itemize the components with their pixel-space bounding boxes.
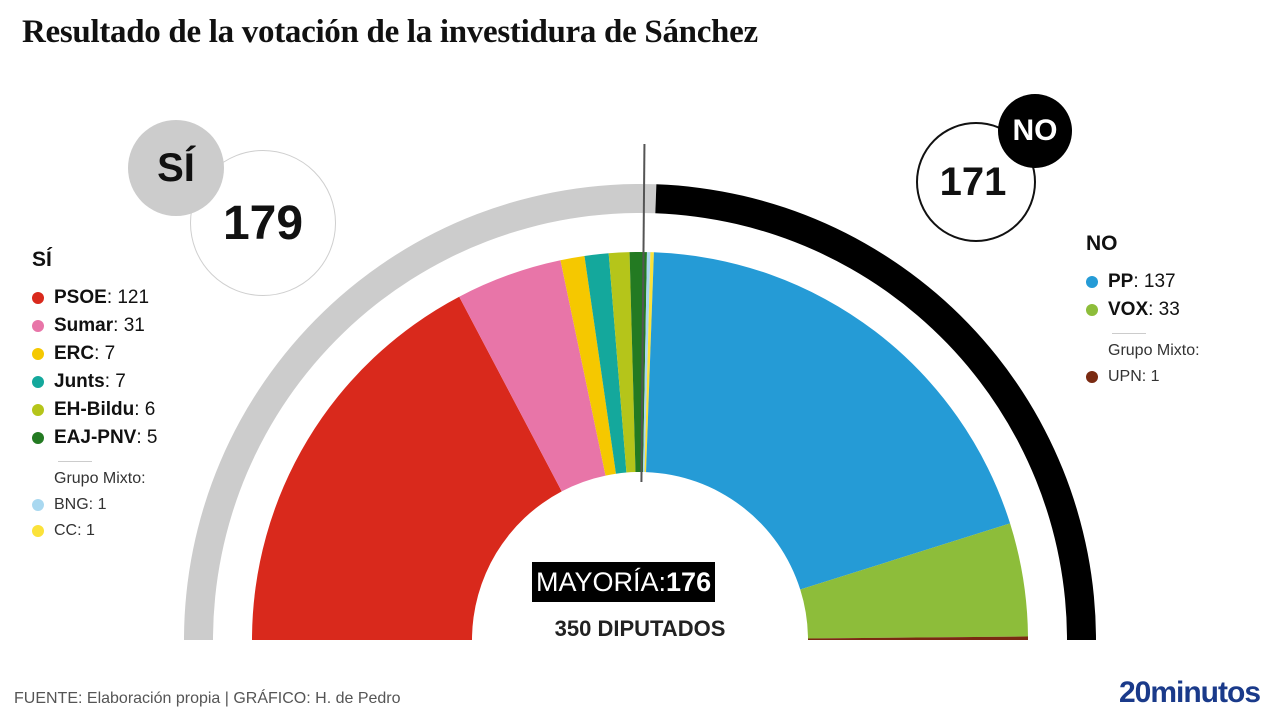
majority-label: MAYORÍA:176	[532, 562, 716, 602]
legend-dot-icon	[32, 499, 44, 511]
slice-erc	[560, 255, 616, 476]
legend-dot-icon	[1086, 371, 1098, 383]
legend-dot-icon	[1086, 304, 1098, 316]
legend-item-eh-bildu: EH-Bildu: 6	[32, 396, 157, 424]
legend-party-seats: : 5	[136, 427, 158, 448]
legend-party-name: ERC	[54, 343, 95, 364]
legend-divider	[58, 461, 92, 462]
legend-party-name: Junts	[54, 371, 105, 392]
legend-party-name: PP	[1108, 271, 1134, 292]
legend-si: SÍ PSOE: 121 Sumar: 31 ERC: 7 Junts: 7 EH-Bi…	[32, 246, 157, 544]
no-total-badge: 171	[916, 122, 1036, 242]
brand-logo: 20minutos	[1118, 676, 1261, 709]
legend-party-seats: : 6	[134, 399, 156, 420]
legend-party-name: VOX	[1108, 299, 1149, 320]
si-total-value: 179	[222, 196, 304, 250]
legend-party-seats: : 121	[106, 287, 150, 308]
slice-sumar	[459, 260, 606, 492]
slice-cc	[644, 252, 654, 473]
side-arc-si	[184, 184, 657, 640]
legend-no-mixto-label: Grupo Mixto:	[1108, 342, 1200, 359]
side-arc-no	[655, 184, 1096, 640]
legend-party-seats: : 1	[88, 496, 107, 513]
legend-item-bng: BNG: 1	[32, 492, 157, 518]
total-seats-label: 350 DIPUTADOS	[554, 616, 726, 641]
legend-item-psoe: PSOE: 121	[32, 284, 157, 312]
slice-pp	[646, 252, 1011, 590]
slice-upn	[807, 636, 1028, 640]
legend-dot-icon	[32, 348, 44, 360]
legend-item-eaj-pnv: EAJ-PNV: 5	[32, 424, 157, 452]
no-total-value: 171	[939, 159, 1007, 204]
legend-party-name: Sumar	[54, 315, 114, 336]
legend-item-upn: UPN: 1	[1086, 364, 1200, 390]
legend-dot-icon	[32, 525, 44, 537]
legend-dot-icon	[32, 376, 44, 388]
majority-value: 176	[666, 567, 712, 597]
slice-psoe	[252, 296, 562, 640]
slice-bng	[643, 252, 651, 473]
legend-no-heading: NO	[1086, 232, 1118, 255]
legend-party-seats: : 137	[1133, 271, 1176, 292]
legend-si-mixto-label: Grupo Mixto:	[54, 470, 146, 487]
vote-side-arcs	[184, 184, 1096, 640]
slice-junts	[584, 253, 627, 474]
legend-dot-icon	[32, 404, 44, 416]
legend-party-name: BNG	[54, 496, 89, 513]
legend-item-erc: ERC: 7	[32, 340, 157, 368]
slice-vox	[800, 523, 1028, 639]
legend-party-name: EAJ-PNV	[54, 427, 137, 448]
legend-dot-icon	[32, 320, 44, 332]
legend-dot-icon	[32, 292, 44, 304]
majority-text: MAYORÍA:	[536, 567, 667, 597]
majority-line	[640, 144, 646, 483]
legend-dot-icon	[1086, 276, 1098, 288]
legend-party-seats: : 7	[94, 343, 116, 364]
legend-party-name: UPN	[1108, 368, 1142, 385]
si-label: SÍ	[157, 145, 195, 190]
legend-dot-icon	[32, 432, 44, 444]
legend-party-seats: : 1	[77, 522, 95, 539]
source-credit: FUENTE: Elaboración propia | GRÁFICO: H.…	[14, 690, 401, 707]
legend-item-vox: VOX: 33	[1086, 296, 1200, 324]
legend-party-seats: : 1	[1141, 368, 1160, 385]
slice-eh-bildu	[608, 252, 636, 473]
chart-title: Resultado de la votación de la investidu…	[22, 14, 758, 50]
legend-party-name: PSOE	[54, 287, 107, 308]
legend-party-name: EH-Bildu	[54, 399, 135, 420]
legend-divider	[1112, 333, 1146, 334]
legend-party-seats: : 31	[113, 315, 145, 336]
no-label-badge: NO	[998, 94, 1072, 168]
legend-si-heading: SÍ	[32, 248, 52, 271]
legend-party-seats: : 7	[104, 371, 126, 392]
legend-item-junts: Junts: 7	[32, 368, 157, 396]
si-label-badge: SÍ	[128, 120, 224, 216]
legend-no: NO PP: 137 VOX: 33 Grupo Mixto: UPN: 1	[1086, 230, 1200, 390]
legend-party-name: CC	[54, 522, 78, 539]
legend-item-cc: CC: 1	[32, 518, 157, 544]
legend-party-seats: : 33	[1148, 299, 1180, 320]
legend-item-pp: PP: 137	[1086, 268, 1200, 296]
no-label: NO	[1012, 114, 1058, 147]
si-total-badge: 179	[190, 150, 336, 296]
legend-item-sumar: Sumar: 31	[32, 312, 157, 340]
